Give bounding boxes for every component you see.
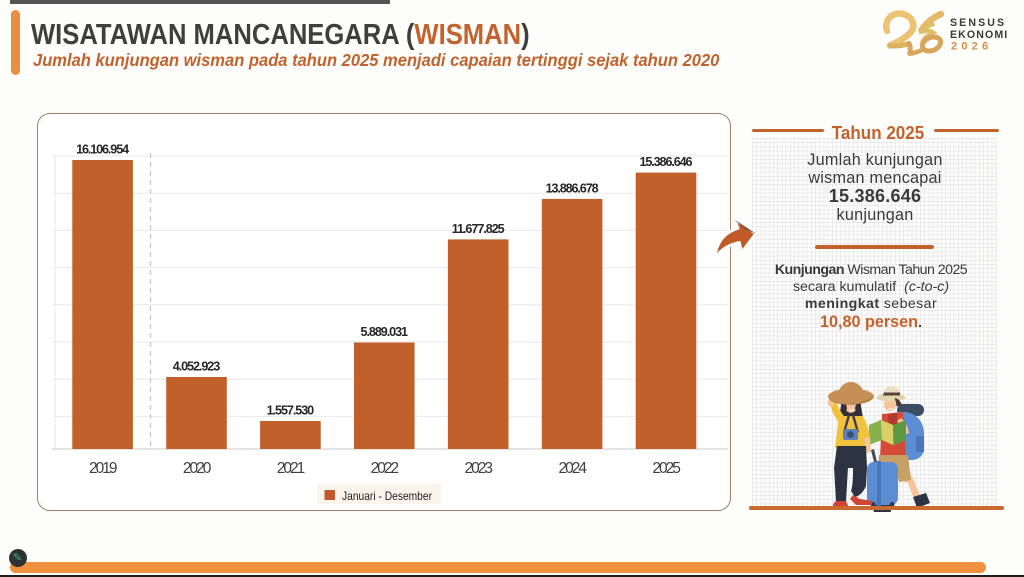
svg-text:2021: 2021 (277, 460, 306, 477)
svg-text:EKONOMI: EKONOMI (950, 29, 1008, 41)
svg-text:2026: 2026 (951, 41, 992, 53)
svg-text:16.106.954: 16.106.954 (76, 142, 129, 156)
svg-text:15.386.646: 15.386.646 (640, 155, 693, 169)
svg-text:1.557.530: 1.557.530 (267, 403, 315, 417)
svg-text:Januari - Desember: Januari - Desember (342, 489, 432, 503)
svg-text:13.886.678: 13.886.678 (546, 181, 599, 195)
svg-text:2019: 2019 (89, 460, 118, 477)
svg-text:SENSUS: SENSUS (950, 17, 1006, 29)
svg-text:5.889.031: 5.889.031 (361, 325, 409, 339)
svg-text:2024: 2024 (558, 460, 587, 477)
svg-text:2023: 2023 (465, 460, 494, 477)
svg-text:2022: 2022 (371, 460, 400, 477)
svg-text:11.677.825: 11.677.825 (452, 222, 505, 236)
svg-text:4.052.923: 4.052.923 (173, 359, 221, 373)
svg-text:2025: 2025 (652, 460, 681, 477)
svg-text:2020: 2020 (183, 460, 212, 477)
